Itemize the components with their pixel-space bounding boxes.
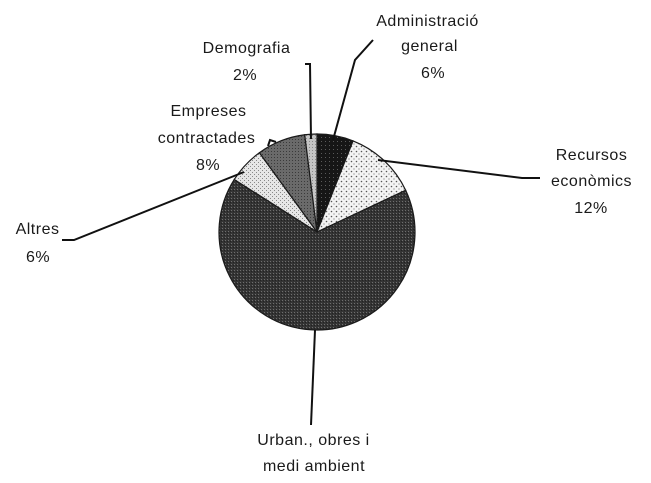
label-line: Demografia [203,40,291,57]
slice-label-empreses: Empreses contractades 8% [158,103,261,174]
slice-label-urban: Urban., obres i medi ambient [257,432,374,475]
leader-line-admin [332,39,374,141]
pie-slices [218,133,416,331]
label-pct: 12% [574,200,608,217]
pie-slice-urban [218,178,416,331]
leader-line-empreses [267,138,277,147]
slice-label-admin: Administració general 6% [376,13,483,82]
leader-line-altres [62,171,245,241]
leader-line-urban [310,329,316,426]
slice-label-recursos: Recursos econòmics 12% [551,147,637,217]
label-line: Administració [376,13,479,30]
leader-line-demografia [305,63,312,140]
label-line: Urban., obres i [257,432,369,449]
leader-line-recursos [377,159,540,179]
label-line: medi ambient [263,458,365,475]
label-line: Recursos [556,147,628,164]
label-pct: 2% [233,67,257,84]
label-pct: 8% [196,157,220,174]
label-line: general [401,38,458,55]
label-line: Empreses [171,103,247,120]
label-line: contractades [158,130,256,147]
label-pct: 6% [421,65,445,82]
label-line: Altres [16,221,60,238]
label-line: econòmics [551,173,632,190]
slice-label-demografia: Demografia 2% [203,40,296,84]
label-pct: 6% [26,249,50,266]
slice-label-altres: Altres 6% [16,221,65,266]
leader-lines [62,39,540,426]
